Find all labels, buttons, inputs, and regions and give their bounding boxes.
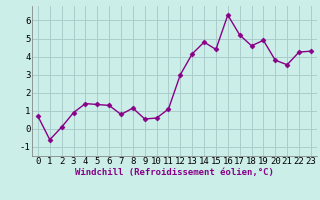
X-axis label: Windchill (Refroidissement éolien,°C): Windchill (Refroidissement éolien,°C) <box>75 168 274 177</box>
